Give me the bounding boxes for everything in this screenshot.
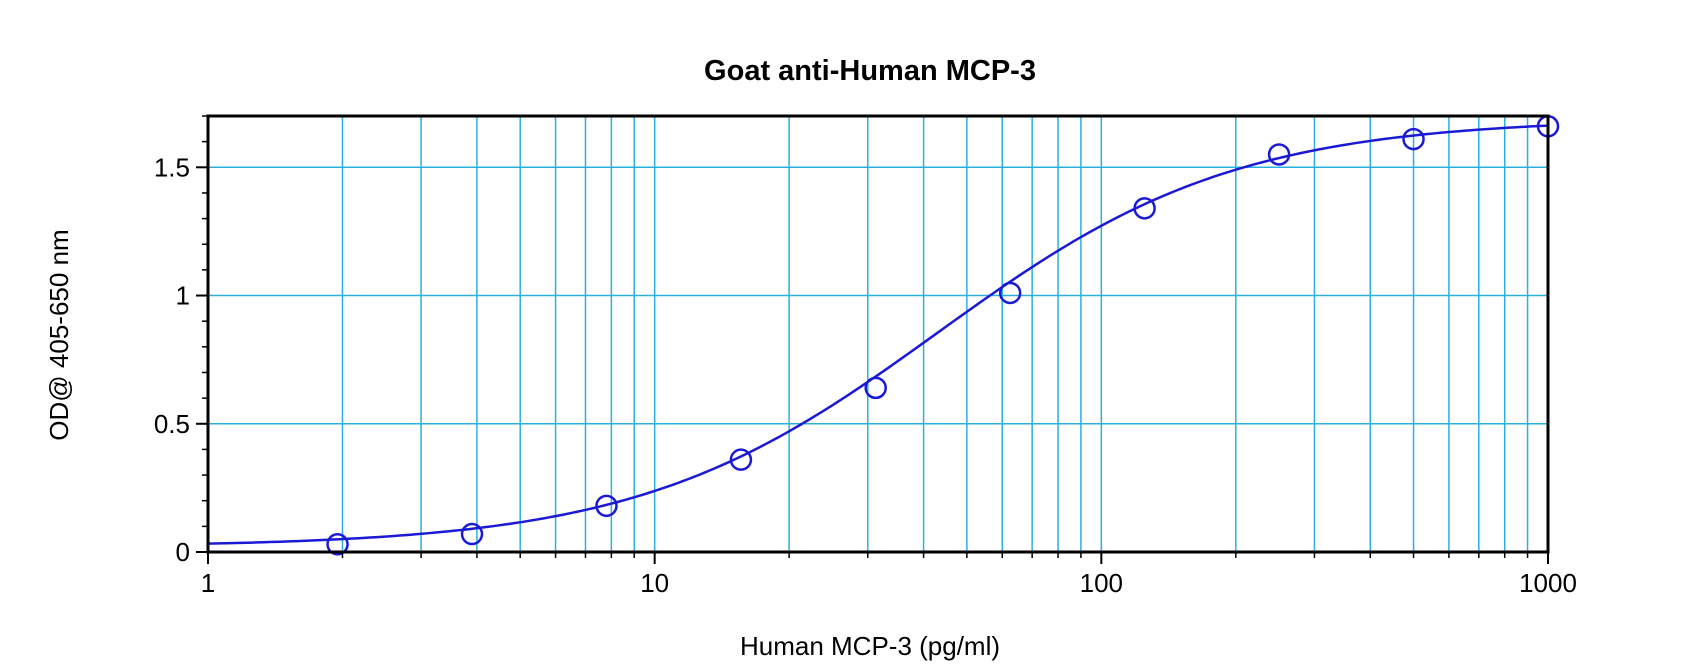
- y-tick-label: 0: [176, 537, 190, 567]
- data-point: [1133, 197, 1156, 220]
- y-tick-label: 0.5: [154, 409, 190, 439]
- chart-title: Goat anti-Human MCP-3: [704, 55, 1036, 87]
- y-axis-ticks: 0 0.5 1 1.5: [154, 115, 208, 567]
- x-axis-ticks: 1 10 100 1000: [201, 552, 1577, 598]
- plot-frame: [206, 114, 1550, 554]
- data-point: [595, 494, 618, 518]
- data-point: [1267, 143, 1291, 166]
- x-tick-label: 100: [1080, 568, 1123, 598]
- x-axis-label: Human MCP-3 (pg/ml): [740, 631, 1000, 661]
- x-tick-label: 1: [201, 568, 215, 598]
- data-point: [460, 522, 484, 546]
- data-points-layer: [326, 115, 1560, 556]
- x-tick-label: 10: [640, 568, 669, 598]
- y-tick-label: 1.5: [154, 152, 190, 182]
- x-tick-label: 1000: [1519, 568, 1577, 598]
- y-tick-label: 1: [176, 281, 190, 311]
- data-point: [1402, 127, 1425, 151]
- data-point: [729, 448, 753, 471]
- data-point: [864, 376, 887, 400]
- data-point: [326, 533, 349, 556]
- y-axis-label: OD@ 405-650 nm: [44, 229, 74, 440]
- grid: [208, 116, 1548, 552]
- fitted-curve-layer: [207, 124, 1549, 545]
- fitted-curve: [207, 124, 1549, 545]
- data-point: [998, 281, 1022, 305]
